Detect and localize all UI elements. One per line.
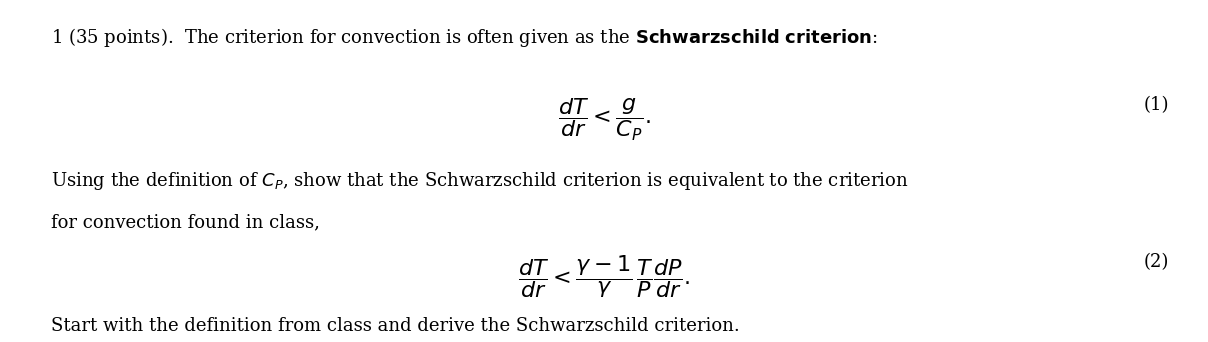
Text: for convection found in class,: for convection found in class, <box>51 213 320 231</box>
Text: $\dfrac{dT}{dr} < \dfrac{g}{C_P}.$: $\dfrac{dT}{dr} < \dfrac{g}{C_P}.$ <box>558 96 650 143</box>
Text: (1): (1) <box>1144 96 1169 114</box>
Text: $\dfrac{dT}{dr} < \dfrac{\gamma - 1}{\gamma}\,\dfrac{T}{P}\dfrac{dP}{dr}.$: $\dfrac{dT}{dr} < \dfrac{\gamma - 1}{\ga… <box>518 253 690 300</box>
Text: (2): (2) <box>1144 253 1169 272</box>
Text: Using the definition of $C_P$, show that the Schwarzschild criterion is equivale: Using the definition of $C_P$, show that… <box>51 170 908 192</box>
Text: 1 (35 points).  The criterion for convection is often given as the $\mathbf{Schw: 1 (35 points). The criterion for convect… <box>51 26 878 49</box>
Text: Start with the definition from class and derive the Schwarzschild criterion.: Start with the definition from class and… <box>51 317 739 335</box>
